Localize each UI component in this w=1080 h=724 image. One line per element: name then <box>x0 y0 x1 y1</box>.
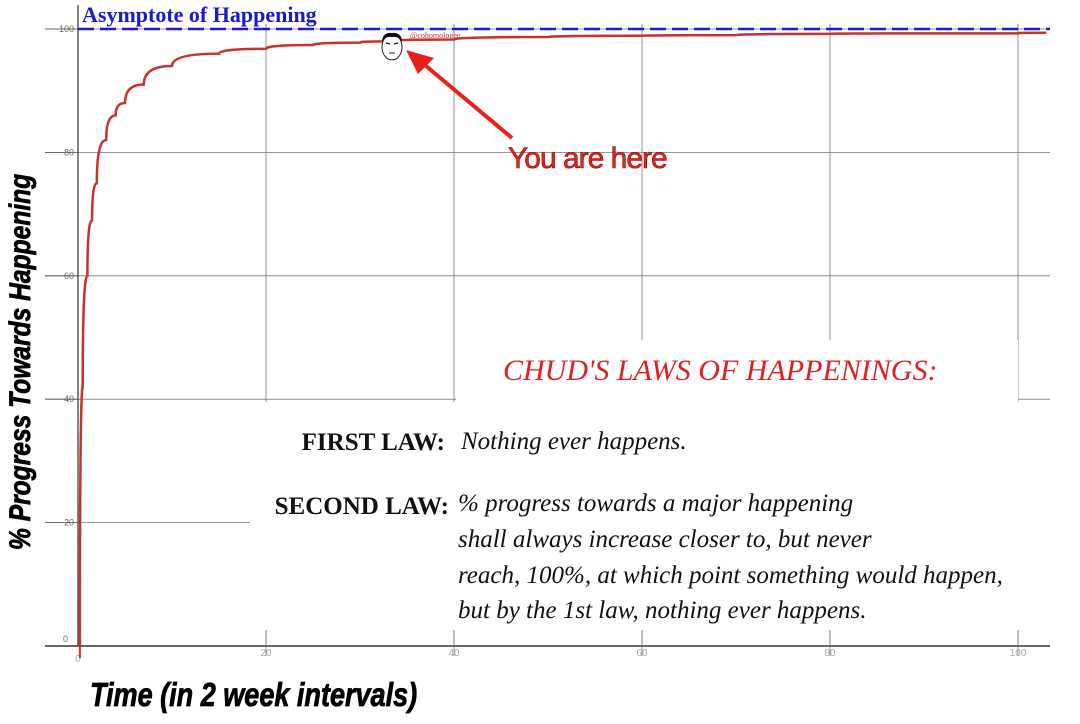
y-tick-label: 0 <box>63 634 68 644</box>
arrow <box>406 50 514 140</box>
y-tick-label: 40 <box>64 394 74 404</box>
y-tick-label: 20 <box>64 518 74 528</box>
x-tick-label: 20 <box>260 648 272 659</box>
axes <box>45 5 1050 647</box>
y-axis-label: % Progress Towards Happening <box>3 174 37 550</box>
first-law-label: FIRST LAW: <box>302 429 445 456</box>
series <box>78 31 1047 658</box>
asymptote-label: Asymptote of Happening <box>82 2 317 27</box>
laws-background <box>250 402 1080 630</box>
y-tick-label: 60 <box>64 271 74 281</box>
second-law-line: % progress towards a major happening <box>458 490 853 517</box>
series-line <box>78 31 1047 647</box>
face-icon <box>381 32 403 61</box>
x-axis-label: Time (in 2 week intervals) <box>90 678 417 714</box>
x-tick-label: 0 <box>75 654 81 665</box>
you-are-here-label: You are here <box>508 142 667 175</box>
ticks: 0 20 40 60 80 100 0 20 40 60 80 100 <box>45 24 1027 665</box>
laws-title: CHUD'S LAWS OF HAPPENINGS: <box>503 354 937 387</box>
x-tick-label: 100 <box>1010 648 1027 659</box>
x-tick-label: 80 <box>824 648 836 659</box>
x-tick-label: 60 <box>636 648 648 659</box>
second-law-line: shall always increase closer to, but nev… <box>458 526 872 553</box>
second-law-label: SECOND LAW: <box>275 493 449 520</box>
y-tick-label: 100 <box>59 24 74 34</box>
second-law-line: reach, 100%, at which point something wo… <box>458 562 1003 589</box>
laws-title-background <box>456 340 1018 404</box>
x-tick-label: 40 <box>448 648 460 659</box>
watermark: @cohomologee <box>410 31 461 40</box>
y-tick-label: 80 <box>64 147 74 157</box>
first-law-text: Nothing ever happens. <box>460 428 687 455</box>
second-law-line: but by the 1st law, nothing ever happens… <box>458 597 867 624</box>
